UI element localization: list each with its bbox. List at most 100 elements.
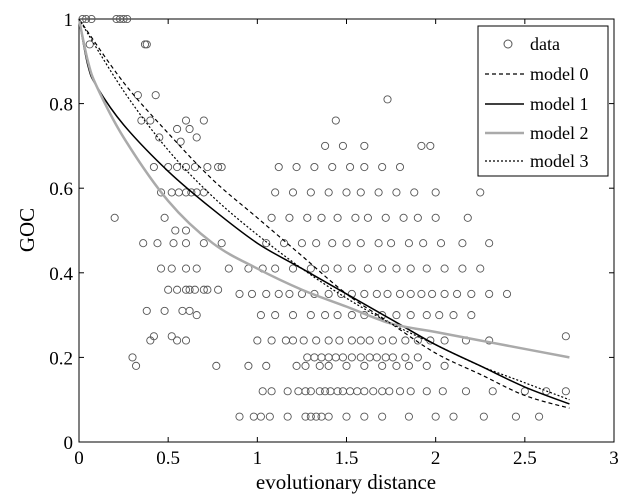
legend-box xyxy=(477,25,609,177)
data-point xyxy=(419,239,428,248)
data-point xyxy=(324,289,333,299)
data-point xyxy=(192,264,201,273)
data-point xyxy=(87,14,96,24)
data-point xyxy=(369,387,378,396)
x-tick-label: 1 xyxy=(253,448,263,469)
data-point xyxy=(283,412,292,421)
data-point xyxy=(321,141,330,150)
data-point xyxy=(171,226,180,235)
data-point xyxy=(190,285,199,294)
data-point xyxy=(378,162,387,172)
data-point xyxy=(283,387,292,396)
data-point xyxy=(342,239,351,248)
data-point xyxy=(404,412,413,421)
data-point xyxy=(262,289,271,299)
data-point xyxy=(413,336,422,345)
data-point xyxy=(301,361,310,370)
x-axis-title: evolutionary distance xyxy=(256,470,436,494)
data-point xyxy=(217,239,226,248)
data-point xyxy=(338,387,347,396)
data-point xyxy=(502,289,512,299)
data-point xyxy=(267,336,276,345)
data-point xyxy=(388,353,397,362)
data-point xyxy=(331,353,340,362)
data-point xyxy=(378,387,387,396)
data-point xyxy=(262,239,271,248)
data-point xyxy=(479,412,488,421)
data-point xyxy=(253,336,262,345)
y-ticks: 0 0.2 0.4 0.6 0.8 1 xyxy=(49,10,614,454)
data-point xyxy=(458,264,467,273)
data-point xyxy=(378,264,387,273)
data-point xyxy=(440,264,449,273)
data-point xyxy=(249,412,258,421)
y-axis-title: GOC xyxy=(15,208,39,252)
data-point xyxy=(288,336,298,345)
data-point xyxy=(133,91,142,100)
data-point xyxy=(256,311,265,320)
data-point xyxy=(224,264,233,273)
data-point xyxy=(78,14,87,24)
data-point xyxy=(365,353,374,362)
x-tick-label: 2 xyxy=(431,448,441,469)
data-point xyxy=(335,336,344,345)
data-point xyxy=(185,124,194,134)
data-point xyxy=(338,353,347,362)
data-point xyxy=(212,361,221,370)
data-point xyxy=(363,264,372,273)
x-tick-label: 0 xyxy=(74,448,84,469)
data-point xyxy=(326,387,335,396)
data-point xyxy=(360,412,369,421)
data-point xyxy=(146,336,155,345)
data-point xyxy=(347,264,356,273)
legend-item-model-1: model 1 xyxy=(485,94,589,114)
data-point xyxy=(324,336,333,345)
y-tick-label: 1 xyxy=(64,10,74,31)
data-point xyxy=(128,353,137,362)
data-point xyxy=(333,387,342,396)
data-point xyxy=(511,412,520,421)
data-point xyxy=(288,311,298,320)
data-point xyxy=(413,353,422,362)
data-point xyxy=(139,239,148,248)
data-point xyxy=(192,133,201,142)
data-point xyxy=(174,188,183,197)
legend-marker-data xyxy=(503,39,513,49)
data-point xyxy=(142,40,151,49)
data-point xyxy=(155,133,164,142)
data-point xyxy=(267,213,276,222)
x-ticks: 0 0.5 1 1.5 2 2.5 3 xyxy=(74,19,619,469)
data-point xyxy=(467,311,476,320)
data-point xyxy=(431,213,440,222)
data-point xyxy=(317,412,326,421)
data-point xyxy=(281,336,290,345)
data-point xyxy=(360,162,369,172)
data-point xyxy=(324,188,333,197)
data-point xyxy=(256,412,265,421)
data-point xyxy=(385,387,394,396)
data-point xyxy=(378,412,387,421)
data-point xyxy=(458,239,467,248)
data-point xyxy=(395,289,405,299)
data-point xyxy=(381,353,390,362)
data-point xyxy=(356,188,365,197)
data-point xyxy=(356,336,365,345)
data-point xyxy=(185,285,194,294)
data-point xyxy=(381,213,390,222)
data-point xyxy=(535,412,544,421)
data-point xyxy=(333,311,342,320)
data-point xyxy=(387,239,396,248)
data-point xyxy=(258,387,267,396)
legend-item-model-2: model 2 xyxy=(485,123,589,143)
data-point xyxy=(404,239,413,248)
data-point xyxy=(353,387,362,396)
y-tick-label: 0.4 xyxy=(49,264,73,285)
data-point xyxy=(360,289,369,299)
data-point xyxy=(140,40,150,49)
data-point xyxy=(317,353,326,362)
data-point xyxy=(301,387,310,396)
data-point xyxy=(85,40,94,49)
data-point xyxy=(467,289,476,299)
data-point xyxy=(431,412,440,421)
data-point xyxy=(342,188,351,197)
